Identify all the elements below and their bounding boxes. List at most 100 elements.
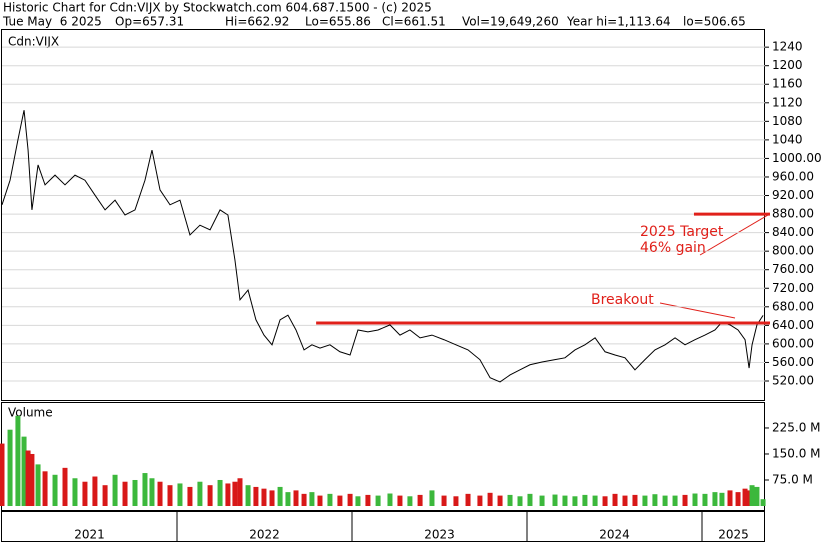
volume-bar xyxy=(662,495,668,506)
y-tick-label: 1160 xyxy=(772,77,803,91)
volume-bar xyxy=(15,415,21,506)
volume-bar xyxy=(112,474,118,506)
volume-bar xyxy=(29,453,35,506)
volume-bar xyxy=(347,493,353,506)
y-tick-label: 680.00 xyxy=(772,299,814,313)
volume-bar xyxy=(237,478,243,506)
y-tick-label: 1040 xyxy=(772,132,803,146)
price-line xyxy=(1,110,764,383)
volume-bar xyxy=(749,485,755,506)
volume-bar xyxy=(157,481,163,506)
price-label: Cdn:VIJX xyxy=(8,35,59,49)
volume-bar xyxy=(632,494,638,506)
volume-bar xyxy=(355,496,361,506)
volume-bar xyxy=(142,473,148,506)
volume-bar xyxy=(712,492,718,506)
y-tick-label: 1200 xyxy=(772,58,803,72)
volume-bar xyxy=(327,493,333,506)
volume-bar xyxy=(7,429,13,506)
y-tick-label: 1080 xyxy=(772,114,803,128)
header-stat: Tue May 6 2025 xyxy=(2,15,102,29)
volume-bar xyxy=(317,495,323,506)
volume-bar xyxy=(207,485,213,506)
header-stat: Cl=661.51 xyxy=(382,15,446,29)
volume-bar xyxy=(0,443,5,506)
x-tick-label: 2021 xyxy=(74,528,105,542)
volume-bar xyxy=(217,479,223,506)
volume-bar xyxy=(365,494,371,506)
header-stat: Op=657.31 xyxy=(115,15,184,29)
volume-bar xyxy=(42,471,48,506)
volume-bar xyxy=(301,493,307,506)
volume-bar xyxy=(507,494,513,506)
volume-bar xyxy=(197,481,203,506)
volume-bar xyxy=(21,436,27,506)
volume-bar xyxy=(245,485,251,506)
volume-bar xyxy=(397,495,403,506)
volume-bar xyxy=(309,492,315,506)
volume-bar xyxy=(539,495,545,506)
volume-bar xyxy=(277,486,283,506)
y-tick-label: 960.00 xyxy=(772,169,814,183)
volume-bar xyxy=(727,490,733,506)
volume-bar xyxy=(102,485,108,506)
volume-bar xyxy=(465,493,471,506)
volume-bar xyxy=(253,486,259,506)
x-tick-label: 2025 xyxy=(718,528,749,542)
volume-bar xyxy=(582,494,588,506)
annotation: 46% gain xyxy=(640,240,706,256)
volume-bar xyxy=(702,493,708,506)
volume-bar xyxy=(760,499,766,506)
y-tick-label: 1000.00 xyxy=(772,151,822,165)
header-title: Historic Chart for Cdn:VIJX by Stockwatc… xyxy=(3,1,432,15)
volume-bar xyxy=(232,481,238,506)
volume-bar xyxy=(52,474,58,506)
volume-bar xyxy=(672,495,678,506)
header-stat: lo=506.65 xyxy=(683,15,746,29)
y-tick-label: 600.00 xyxy=(772,336,814,350)
volume-bar xyxy=(622,495,628,506)
y-tick-label: 640.00 xyxy=(772,318,814,332)
x-tick-label: 2023 xyxy=(424,528,455,542)
volume-bar xyxy=(285,492,291,506)
header-stat: Year hi=1,113.64 xyxy=(566,15,671,29)
volume-label: Volume xyxy=(8,406,53,420)
volume-bar xyxy=(35,464,41,506)
volume-bar xyxy=(552,494,558,506)
volume-bar xyxy=(477,495,483,506)
volume-bar xyxy=(735,492,741,506)
volume-bar xyxy=(527,493,533,506)
volume-bar xyxy=(429,490,435,506)
volume-bar xyxy=(92,476,98,506)
header-stat: Vol=19,649,260 xyxy=(462,15,559,29)
y-tick-label: 800.00 xyxy=(772,244,814,258)
volume-bar xyxy=(742,488,748,506)
volume-bar xyxy=(337,495,343,506)
volume-bar xyxy=(132,479,138,506)
header-stat: Hi=662.92 xyxy=(225,15,289,29)
label-bg xyxy=(5,34,69,50)
volume-bar xyxy=(642,495,648,506)
volume-bar xyxy=(177,483,183,506)
volume-bar xyxy=(682,494,688,506)
volume-bar xyxy=(754,486,760,506)
y-tick-label: 1120 xyxy=(772,95,803,109)
volume-bar xyxy=(261,488,267,506)
volume-bar xyxy=(746,490,752,506)
volume-bar xyxy=(692,493,698,506)
volume-bar xyxy=(407,496,413,506)
volume-bar xyxy=(602,496,608,506)
y-tick-label: 520.00 xyxy=(772,373,814,387)
x-axis-strip xyxy=(1,511,765,542)
volume-bar xyxy=(417,494,423,506)
header-stat: Lo=655.86 xyxy=(305,15,371,29)
volume-bar xyxy=(719,492,725,506)
annotation: Breakout xyxy=(591,292,654,308)
y-tick-label: 720.00 xyxy=(772,281,814,295)
y-tick-label: 560.00 xyxy=(772,355,814,369)
x-tick-label: 2022 xyxy=(249,528,280,542)
volume-bar xyxy=(225,483,231,506)
volume-bar xyxy=(122,481,128,506)
y-tick-label: 840.00 xyxy=(772,225,814,239)
